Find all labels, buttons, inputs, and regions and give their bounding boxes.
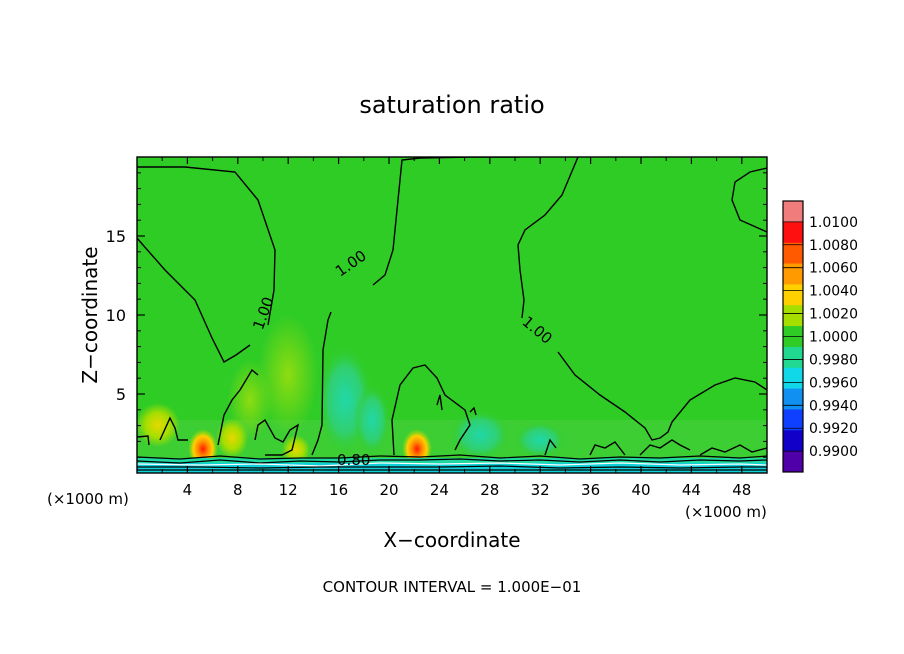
colorbar-swatch <box>783 221 803 244</box>
contour-line <box>436 394 477 416</box>
contour-line <box>391 364 471 456</box>
colorbar: 1.0100 1.0080 1.0060 1.0040 1.0020 1.0000 0.99… <box>782 200 858 473</box>
x-unit-right: (×1000 m) <box>685 503 767 521</box>
contour-line <box>217 368 259 446</box>
teal-patch <box>515 422 565 458</box>
contour-line <box>517 157 767 441</box>
x-tick-label: 20 <box>379 481 398 499</box>
x-unit-left: (×1000 m) <box>47 490 129 508</box>
warm-patch <box>216 418 248 458</box>
colorbar-swatch <box>783 430 803 452</box>
x-tick-label: 44 <box>682 481 701 499</box>
contour-line <box>254 418 300 456</box>
colorbar-swatch <box>783 346 803 369</box>
colorbar-swatch <box>783 388 803 410</box>
hot-spot <box>402 425 432 465</box>
colorbar-swatch <box>783 367 803 390</box>
x-tick-label: 12 <box>279 481 298 499</box>
hot-spot <box>188 425 218 465</box>
y-tick-label: 15 <box>106 227 126 246</box>
surface-contour <box>137 462 767 467</box>
y-axis: 5 10 15 <box>106 172 767 458</box>
contour-lines <box>137 157 767 456</box>
teal-patch <box>354 385 390 455</box>
colorbar-label: 1.0100 <box>809 215 858 231</box>
x-tick-label: 16 <box>329 481 348 499</box>
colorbar-swatch <box>783 284 803 306</box>
colorbar-label: 1.0020 <box>809 307 858 323</box>
x-tick-label: 32 <box>531 481 550 499</box>
x-tick-label: 28 <box>480 481 499 499</box>
x-axis-label: X−coordinate <box>383 528 520 552</box>
colorbar-label: 0.9940 <box>809 398 858 414</box>
colorbar-label: 1.0000 <box>809 330 858 346</box>
colorbar-swatch <box>783 305 803 327</box>
lime-patch <box>258 315 318 435</box>
surface-contour <box>137 454 767 460</box>
y-tick-label: 5 <box>116 385 126 404</box>
teal-patch <box>450 410 510 460</box>
colorbar-swatch <box>783 201 803 223</box>
contour-line <box>137 166 276 363</box>
colorbar-label: 0.9920 <box>809 421 858 437</box>
colorbar-swatch <box>783 409 803 431</box>
contour-line <box>544 438 767 456</box>
surface-contours <box>137 454 767 471</box>
x-tick-label: 24 <box>430 481 449 499</box>
surface-band-low <box>137 463 767 473</box>
field-layer: 1.001.001.000.80 <box>137 157 767 473</box>
colorbar-label: 0.9900 <box>809 444 858 460</box>
x-tick-label: 4 <box>183 481 193 499</box>
colorbar-swatch <box>783 451 803 473</box>
colorbar-label: 0.9960 <box>809 375 858 391</box>
colorbar-label: 1.0080 <box>809 238 858 254</box>
colorbar-swatch <box>783 263 803 285</box>
lime-patch <box>228 360 272 440</box>
contour-interval-note: CONTOUR INTERVAL = 1.000E−01 <box>323 578 582 596</box>
colorbar-label: 0.9980 <box>809 352 858 368</box>
x-tick-label: 36 <box>581 481 600 499</box>
contour-label: 0.80 <box>337 451 370 469</box>
x-tick-label: 48 <box>732 481 751 499</box>
chart-title: saturation ratio <box>359 91 544 119</box>
contour-line <box>731 167 767 233</box>
x-axis: 4 8 12 16 20 24 28 32 36 40 44 48 <box>161 157 751 499</box>
x-tick-label: 8 <box>233 481 243 499</box>
y-axis-label: Z−coordinate <box>78 246 102 383</box>
colorbar-label: 1.0060 <box>809 261 858 277</box>
surface-contour <box>137 458 767 464</box>
y-tick-label: 10 <box>106 306 126 325</box>
colorbar-swatch <box>783 242 803 265</box>
contour-line <box>137 416 188 446</box>
colorbar-label: 1.0040 <box>809 284 858 300</box>
x-tick-label: 40 <box>631 481 650 499</box>
surface-contour <box>137 465 767 469</box>
